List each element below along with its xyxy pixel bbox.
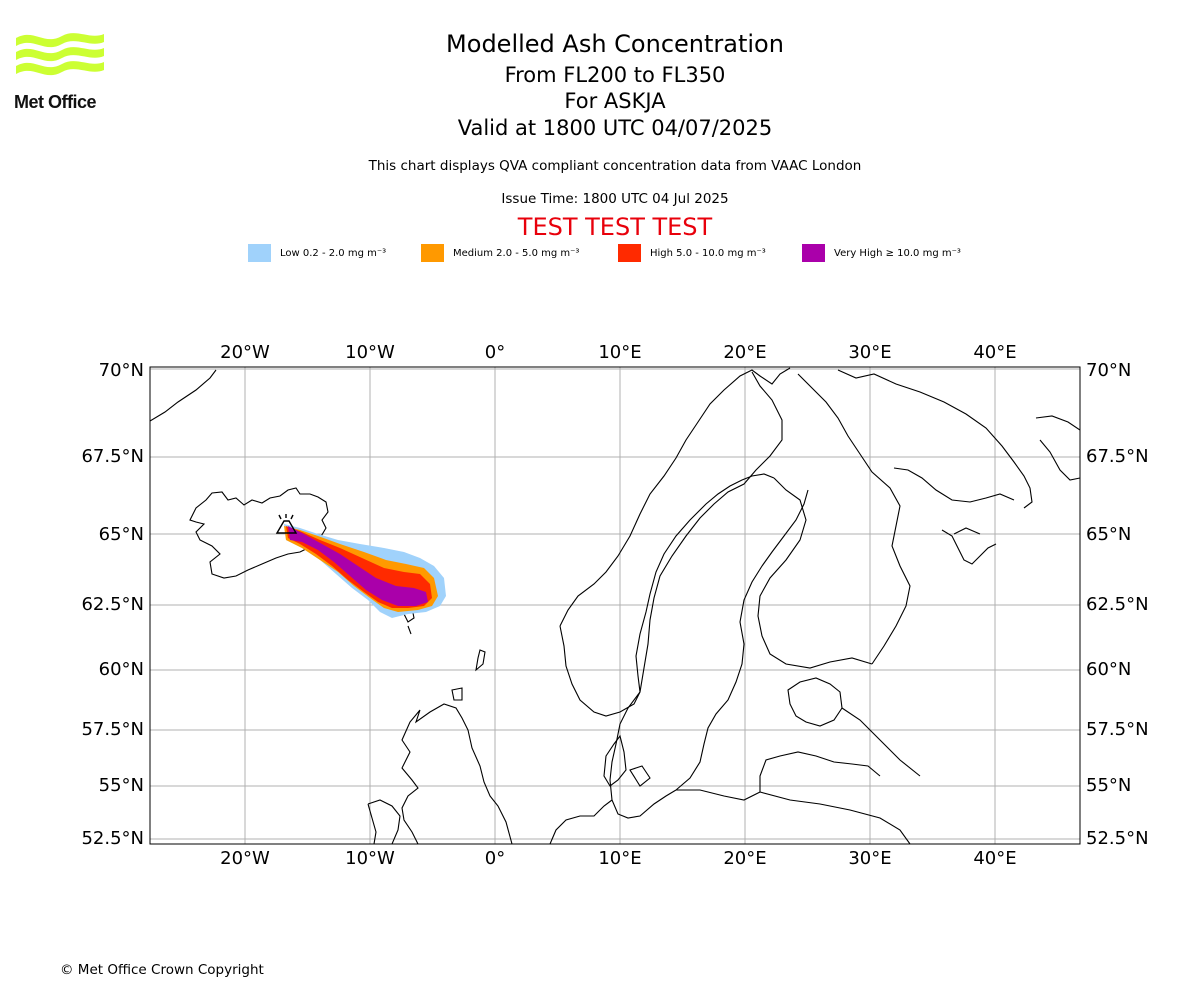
finland-coast [757, 477, 873, 669]
legend-item-medium: Medium 2.0 - 5.0 mg m⁻³ [421, 244, 579, 262]
lat-ticks-left: 70°N 67.5°N 65°N 62.5°N 60°N 57.5°N 55°N… [81, 360, 144, 849]
legend-item-very-high: Very High ≥ 10.0 mg m⁻³ [802, 244, 961, 262]
shetland-coast [475, 649, 486, 672]
lon-tick-top: 0° [485, 342, 505, 363]
lat-tick-left: 55°N [99, 775, 144, 796]
kola-coast [837, 369, 1033, 509]
lon-tick-top: 20°W [220, 342, 270, 363]
sweden-east-coast [675, 489, 809, 791]
lon-tick-bottom: 20°W [220, 848, 270, 869]
legend-item-high: High 5.0 - 10.0 mg m⁻³ [618, 244, 766, 262]
gridlines [150, 367, 1080, 844]
lat-tick-right: 70°N [1086, 360, 1131, 381]
baltic-south-coast [676, 751, 881, 801]
lat-tick-left: 67.5°N [81, 446, 144, 467]
lat-tick-left: 52.5°N [81, 828, 144, 849]
lon-tick-top: 20°E [723, 342, 766, 363]
copyright-footer: © Met Office Crown Copyright [60, 962, 264, 978]
lon-tick-top: 10°W [345, 342, 395, 363]
met-office-logo [16, 33, 104, 76]
legend-label-medium: Medium 2.0 - 5.0 mg m⁻³ [453, 247, 580, 259]
lon-tick-top: 30°E [848, 342, 891, 363]
finland-east-border [797, 373, 911, 665]
lat-tick-right: 55°N [1086, 775, 1131, 796]
lat-tick-right: 57.5°N [1086, 719, 1149, 740]
coastlines [150, 367, 1080, 844]
lon-ticks-top: 20°W 10°W 0° 10°E 20°E 30°E 40°E [220, 342, 1016, 363]
lat-tick-right: 67.5°N [1086, 446, 1149, 467]
legend-swatch-medium [421, 244, 444, 262]
norway-sweden-border [639, 371, 783, 693]
lon-tick-bottom: 10°W [345, 848, 395, 869]
novaya-coast [1035, 415, 1080, 481]
legend-label-high: High 5.0 - 10.0 mg m⁻³ [650, 247, 766, 259]
lon-tick-bottom: 10°E [598, 848, 641, 869]
lon-tick-bottom: 20°E [723, 848, 766, 869]
lat-tick-left: 70°N [99, 360, 144, 381]
norway-coast [559, 367, 791, 627]
legend-swatch-high [618, 244, 641, 262]
lat-tick-right: 52.5°N [1086, 828, 1149, 849]
lon-tick-top: 40°E [973, 342, 1016, 363]
lat-tick-left: 57.5°N [81, 719, 144, 740]
eastern-borders [759, 707, 921, 844]
lat-tick-left: 65°N [99, 524, 144, 545]
white-sea-coast [893, 467, 1015, 565]
legend-swatch-very-high [802, 244, 825, 262]
flight-levels: From FL200 to FL350 [504, 63, 726, 87]
chart-description: This chart displays QVA compliant concen… [368, 158, 862, 174]
orkney-coast [451, 687, 463, 701]
test-banner: TEST TEST TEST [517, 213, 713, 241]
valid-time: Valid at 1800 UTC 04/07/2025 [457, 116, 773, 140]
lon-ticks-bottom: 20°W 10°W 0° 10°E 20°E 30°E 40°E [220, 848, 1016, 869]
lon-tick-bottom: 0° [485, 848, 505, 869]
lat-tick-right: 62.5°N [1086, 594, 1149, 615]
legend-item-low: Low 0.2 - 2.0 mg m⁻³ [248, 244, 386, 262]
uk-coast [401, 703, 513, 844]
greenland-coast [150, 369, 217, 422]
lat-tick-right: 65°N [1086, 524, 1131, 545]
norway-south-coast [559, 625, 641, 717]
lon-tick-top: 10°E [598, 342, 641, 363]
legend-label-very-high: Very High ≥ 10.0 mg m⁻³ [834, 247, 961, 259]
lat-ticks-right: 70°N 67.5°N 65°N 62.5°N 60°N 57.5°N 55°N… [1086, 360, 1149, 849]
lat-tick-right: 60°N [1086, 659, 1131, 680]
legend-swatch-low [248, 244, 271, 262]
lat-tick-left: 60°N [99, 659, 144, 680]
map-frame [149, 366, 1081, 845]
iceland-coast [189, 487, 329, 579]
lon-tick-bottom: 40°E [973, 848, 1016, 869]
volcano-label: For ASKJA [564, 89, 666, 113]
met-office-wordmark: Met Office [14, 92, 97, 112]
plume-very-high [288, 526, 428, 606]
denmark-coast [603, 734, 651, 787]
north-sea-south-coast [549, 799, 613, 844]
baltic-states-coast [787, 677, 843, 727]
chart-title: Modelled Ash Concentration [446, 30, 784, 58]
volcano-icon [275, 514, 298, 534]
legend-label-low: Low 0.2 - 2.0 mg m⁻³ [280, 247, 387, 259]
ash-plume [284, 524, 446, 618]
issue-time: Issue Time: 1800 UTC 04 Jul 2025 [501, 191, 729, 207]
lat-tick-left: 62.5°N [81, 594, 144, 615]
lon-tick-bottom: 30°E [848, 848, 891, 869]
sweden-coast [635, 473, 775, 693]
ireland-coast [367, 799, 401, 844]
